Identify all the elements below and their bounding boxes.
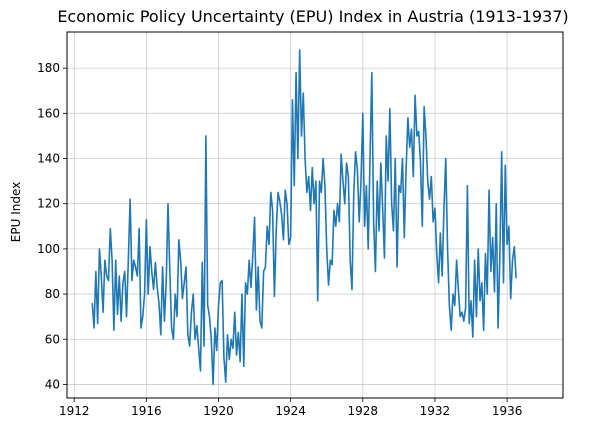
y-tick-label: 60 bbox=[45, 332, 60, 346]
y-tick-label: 120 bbox=[37, 197, 60, 211]
x-tick-label: 1928 bbox=[348, 404, 379, 418]
series-layer bbox=[91, 49, 517, 386]
y-tick-label: 80 bbox=[45, 287, 60, 301]
x-tick-label: 1936 bbox=[492, 404, 523, 418]
y-tick-label: 180 bbox=[37, 61, 60, 75]
epu-series-line bbox=[91, 49, 517, 386]
y-axis-label: EPU Index bbox=[9, 182, 23, 242]
y-tick-label: 160 bbox=[37, 106, 60, 120]
axis-ticks: 1912 1916 1920 1924 1928 1932 1936 40 60 80 100 120… bbox=[37, 61, 522, 418]
y-tick-label: 100 bbox=[37, 242, 60, 256]
x-tick-label: 1920 bbox=[203, 404, 234, 418]
x-tick-label: 1912 bbox=[59, 404, 90, 418]
y-tick-label: 40 bbox=[45, 377, 60, 391]
y-tick-label: 140 bbox=[37, 152, 60, 166]
x-tick-label: 1916 bbox=[131, 404, 162, 418]
plot-frame bbox=[66, 31, 564, 399]
x-tick-label: 1932 bbox=[420, 404, 451, 418]
x-tick-label: 1924 bbox=[275, 404, 306, 418]
chart-title: Economic Policy Uncertainty (EPU) Index … bbox=[57, 7, 568, 26]
